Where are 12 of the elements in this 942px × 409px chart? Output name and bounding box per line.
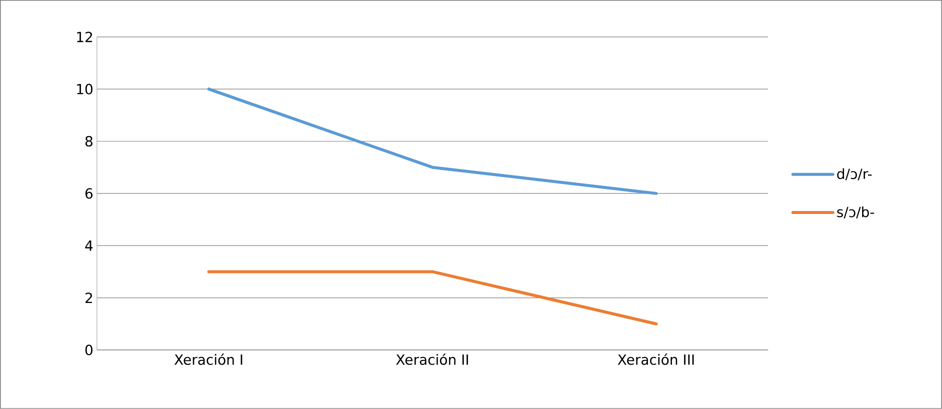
y-tick-label: 8 xyxy=(85,136,92,147)
x-tick-label: Xeración II xyxy=(396,354,468,365)
x-tick-label: Xeración I xyxy=(174,354,242,365)
legend-label: s/ɔ/b- xyxy=(837,206,874,218)
y-tick-label: 4 xyxy=(85,240,93,251)
y-tick-label: 10 xyxy=(77,84,92,94)
y-tick-label: 2 xyxy=(86,292,92,304)
x-tick-label: Xeración III xyxy=(618,354,694,365)
y-tick-label: 0 xyxy=(85,344,92,356)
y-tick-label: 12 xyxy=(77,32,92,42)
legend-label: d/ɔ/r- xyxy=(837,168,872,180)
y-tick-label: 6 xyxy=(85,188,93,199)
